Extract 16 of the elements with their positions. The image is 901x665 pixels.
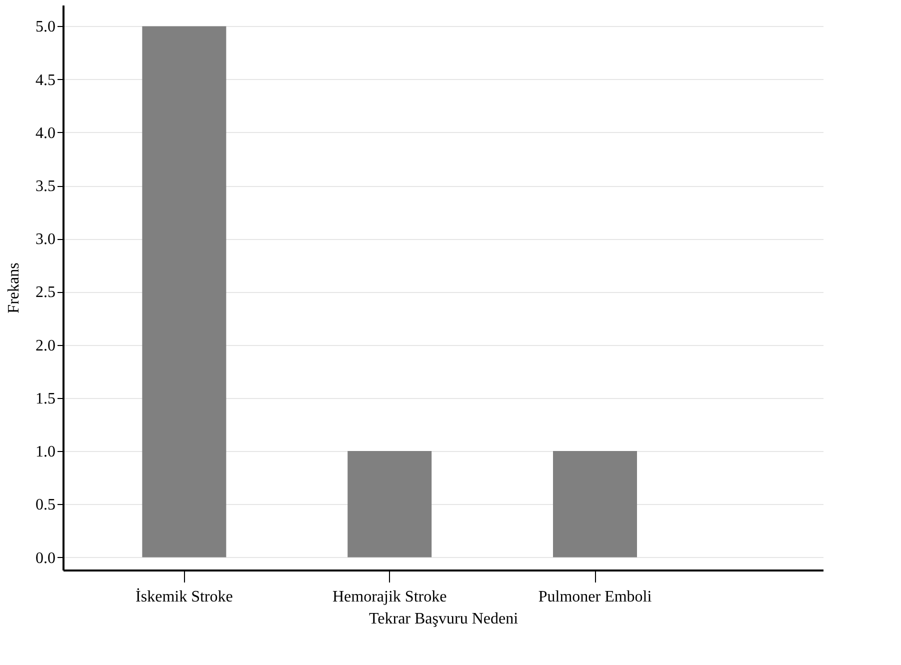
y-tick-label: 4.5 bbox=[36, 72, 56, 89]
y-tick-label: 3.0 bbox=[36, 231, 56, 248]
y-tick-label: 2.0 bbox=[36, 337, 56, 354]
y-tick-label: 3.5 bbox=[36, 178, 56, 196]
x-tick-label: İskemik Stroke bbox=[136, 588, 233, 606]
y-tick-label: 0.0 bbox=[36, 550, 56, 567]
x-tick-label: Pulmoner Emboli bbox=[538, 588, 652, 606]
y-tick-label: 0.5 bbox=[36, 496, 56, 514]
y-tick-label: 1.0 bbox=[36, 444, 56, 461]
y-tick-label: 2.5 bbox=[36, 284, 56, 302]
y-axis-title: Frekans bbox=[6, 262, 22, 314]
y-tick-label: 1.5 bbox=[36, 390, 56, 408]
y-tick-label: 5.0 bbox=[36, 18, 56, 36]
y-tick-label: 4.0 bbox=[36, 124, 56, 142]
x-axis-title: Tekrar Başvuru Nedeni bbox=[368, 610, 519, 628]
x-tick-label: Hemorajik Stroke bbox=[332, 588, 447, 606]
